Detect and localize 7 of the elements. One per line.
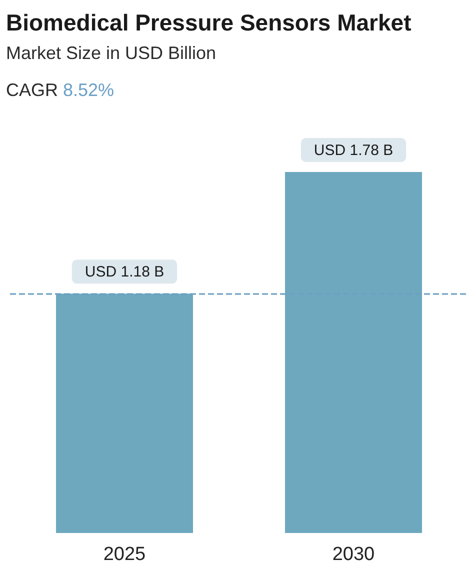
data-label: USD 1.78 B bbox=[314, 142, 394, 159]
x-tick-label: 2030 bbox=[332, 544, 375, 565]
data-label: USD 1.18 B bbox=[84, 264, 164, 281]
text: CAGR 8.52% bbox=[6, 80, 114, 100]
chart-subtitle: Market Size in USD Billion bbox=[6, 43, 216, 63]
x-tick-label: 2025 bbox=[103, 544, 146, 565]
chart-title: Biomedical Pressure Sensors Market bbox=[6, 10, 412, 36]
